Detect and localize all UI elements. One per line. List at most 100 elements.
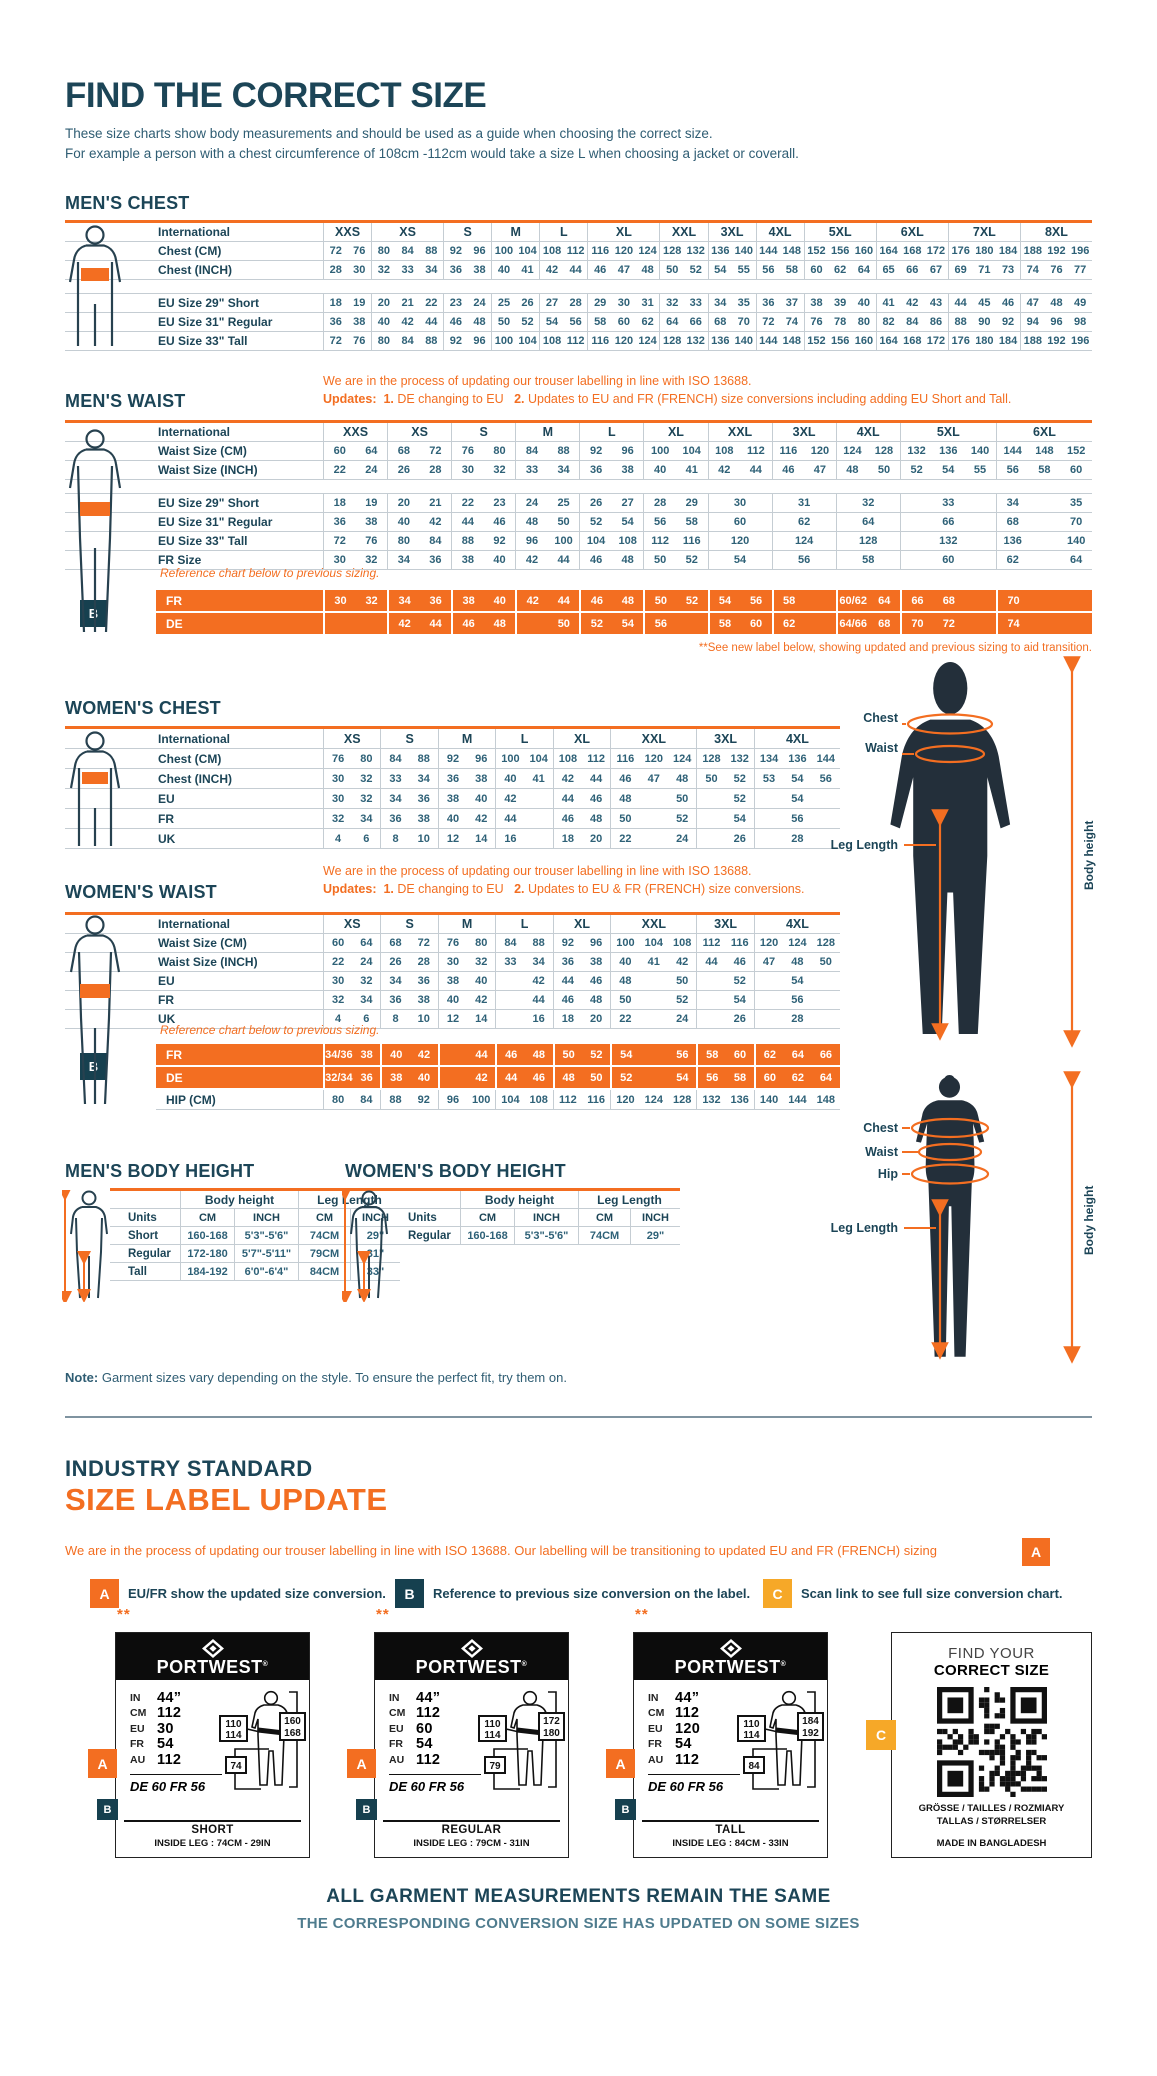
size-value: 47 bbox=[617, 264, 631, 276]
table-cell: 33 34 bbox=[495, 953, 552, 971]
size-value: 56 bbox=[654, 516, 667, 528]
size-value: 184 bbox=[998, 335, 1018, 347]
size-table-mens-chest: International XXS XS S M L XL XXL 3XL 4XL 5XL 6XL 7X… bbox=[65, 220, 1092, 351]
size-value: 36 bbox=[389, 994, 402, 1006]
size-value: 40 bbox=[619, 956, 632, 968]
size-value: 46 bbox=[505, 1048, 518, 1061]
woman-leg-length-label: Leg Length bbox=[830, 1221, 898, 1235]
size-value: 96 bbox=[589, 937, 603, 949]
womens-waist-reference-note: Reference chart below to previous sizing… bbox=[160, 1023, 380, 1037]
size-value: 3XL bbox=[720, 225, 744, 239]
size-value: 86 bbox=[929, 316, 943, 328]
table-cell: 47 48 49 bbox=[1019, 294, 1092, 312]
updates-label: Updates: bbox=[323, 882, 377, 896]
table-row: EU Size 33" Tall 72 76 80 84 88 92 96 100 104 108 1… bbox=[65, 532, 1092, 551]
table-cell: 48 50 bbox=[515, 513, 579, 531]
size-value: 30 bbox=[333, 554, 346, 566]
size-value: 50 bbox=[654, 594, 668, 607]
portwest-diamond-icon bbox=[460, 1639, 483, 1658]
size-value: 77 bbox=[1074, 264, 1087, 276]
size-value: 116 bbox=[616, 752, 635, 765]
svg-text:84: 84 bbox=[748, 1761, 760, 1772]
spec-label: FR bbox=[130, 1738, 144, 1751]
table-cell: 160-168 bbox=[460, 1227, 514, 1244]
table-cell: 70 bbox=[995, 590, 1092, 611]
table-cell: 50 52 bbox=[643, 590, 707, 611]
row-label: Chest (CM) bbox=[158, 751, 222, 766]
table-cell: 164 168 172 bbox=[875, 332, 948, 350]
table-cell: 3XL bbox=[696, 729, 753, 748]
size-value: 20 bbox=[397, 497, 410, 509]
svg-text:114: 114 bbox=[743, 1730, 760, 1741]
size-value: 64 bbox=[666, 316, 679, 328]
portwest-brand: PORTWEST® bbox=[415, 1657, 528, 1677]
size-value: 44 bbox=[557, 554, 570, 566]
size-value: 108 bbox=[618, 535, 637, 547]
table-cell: 42 bbox=[495, 972, 552, 990]
size-value: 52 bbox=[733, 792, 746, 805]
size-value: 128 bbox=[663, 245, 682, 257]
table-cell: 72 76 bbox=[323, 332, 371, 350]
size-value: 14 bbox=[475, 1013, 488, 1025]
size-value: 44 bbox=[749, 464, 762, 476]
size-value: 48 bbox=[676, 772, 689, 785]
table-cell: 74 76 77 bbox=[1019, 261, 1092, 279]
table-cell: 84CM bbox=[298, 1263, 350, 1280]
garment-note: Note: Garment sizes vary depending on th… bbox=[65, 1370, 567, 1385]
size-value: 148 bbox=[782, 335, 802, 347]
previous-size-text: DE 60 FR 56 bbox=[130, 1779, 206, 1794]
row-label: International bbox=[158, 731, 231, 746]
update-item-text: DE changing to EU bbox=[393, 392, 504, 406]
spec-value: 30 bbox=[157, 1720, 174, 1737]
unit-cell: INCH bbox=[514, 1209, 578, 1226]
size-value: 36 bbox=[561, 956, 574, 968]
table-cell: 12 14 bbox=[437, 829, 495, 848]
size-value: 84 bbox=[401, 245, 414, 257]
size-value: 18 bbox=[561, 1013, 574, 1025]
size-value: 72 bbox=[417, 937, 430, 949]
table-cell: 116 120 124 bbox=[587, 332, 659, 350]
size-value: 62 bbox=[1006, 554, 1019, 566]
size-value: 10 bbox=[417, 1013, 430, 1025]
size-value: 46 bbox=[1001, 297, 1015, 309]
size-value: 74 bbox=[785, 316, 798, 328]
size-value: 54 bbox=[791, 772, 804, 785]
table-cell: 79CM bbox=[298, 1245, 350, 1262]
womens-body-height-person-icon bbox=[342, 1190, 388, 1302]
table-cell: 16 bbox=[495, 829, 552, 848]
table-cell: 104 108 bbox=[495, 1090, 552, 1109]
svg-text:172: 172 bbox=[543, 1716, 560, 1727]
table-cell: 5XL bbox=[803, 223, 876, 241]
size-value: 104 bbox=[644, 937, 663, 949]
card-header: PORTWEST® bbox=[375, 1633, 568, 1680]
table-cell: 46 48 bbox=[552, 991, 610, 1009]
size-value: 46 bbox=[493, 516, 506, 528]
table-cell: 50 52 bbox=[491, 313, 539, 331]
table-cell: 100 104 bbox=[495, 749, 552, 768]
spec-row: IN 44” bbox=[130, 1690, 181, 1706]
table-cell: 54 bbox=[753, 972, 840, 990]
table-cell: 46 47 bbox=[771, 461, 836, 479]
size-value: 36 bbox=[417, 975, 430, 987]
size-value: 140 bbox=[970, 445, 990, 457]
table-cell: 40 42 bbox=[387, 513, 451, 531]
size-value: 62 bbox=[834, 264, 847, 276]
size-value: 112 bbox=[651, 535, 670, 547]
size-value: 42 bbox=[526, 594, 539, 607]
size-value: S bbox=[405, 917, 414, 931]
table-cell: 54 55 bbox=[707, 261, 756, 279]
table-cell: 3XL bbox=[707, 223, 756, 241]
table-cell: 132 136 bbox=[696, 1090, 753, 1109]
svg-text:160: 160 bbox=[284, 1716, 301, 1727]
table-cell: 54 bbox=[696, 991, 753, 1009]
table-cell: 44 46 bbox=[495, 1067, 552, 1088]
table-row: EU Size 31" Regular 36 38 40 42 44 46 48 50 52 54 5… bbox=[65, 313, 1092, 332]
svg-text:74: 74 bbox=[230, 1761, 242, 1772]
table-cell: 80 84 88 bbox=[371, 332, 443, 350]
table-cell: 20 21 bbox=[387, 494, 451, 512]
size-value: 38 bbox=[475, 772, 488, 785]
portwest-brand: PORTWEST® bbox=[156, 1657, 269, 1677]
size-value: 124 bbox=[673, 752, 692, 765]
size-value: 80 bbox=[377, 335, 391, 347]
size-value: 140 bbox=[734, 335, 753, 347]
